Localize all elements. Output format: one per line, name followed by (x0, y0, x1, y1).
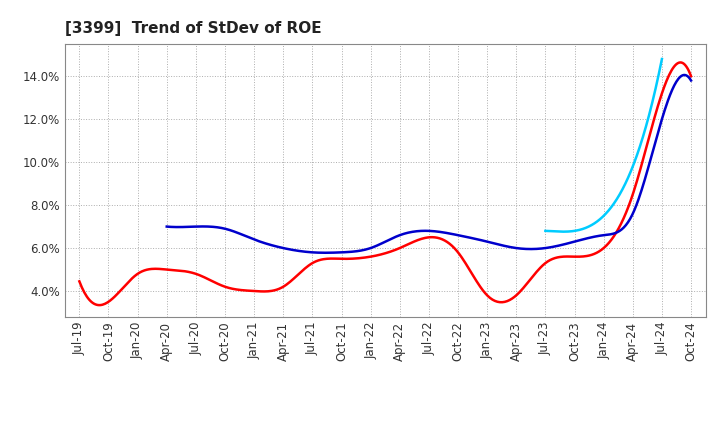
3 Years (687, 73, 696, 79)
7 Years (598, 215, 606, 220)
3 Years (371, 253, 379, 259)
7 Years (541, 228, 550, 234)
7 Years (657, 56, 666, 62)
7 Years (636, 140, 645, 145)
7 Years (559, 229, 567, 235)
3 Years (441, 238, 449, 243)
7 Years (655, 69, 664, 74)
5 Years (415, 228, 424, 234)
7 Years (611, 199, 619, 205)
3 Years (408, 240, 416, 246)
5 Years (680, 72, 689, 77)
7 Years (604, 208, 613, 213)
5 Years (447, 231, 456, 237)
3 Years (75, 279, 84, 284)
5 Years (475, 237, 484, 242)
Line: 5 Years: 5 Years (167, 75, 691, 253)
3 Years (675, 60, 684, 65)
7 Years (597, 216, 606, 221)
3 Years (366, 254, 375, 259)
5 Years (593, 234, 602, 239)
5 Years (413, 229, 421, 234)
3 Years (577, 254, 586, 259)
3 Years (94, 302, 103, 308)
5 Years (675, 75, 684, 80)
Line: 3 Years: 3 Years (79, 62, 691, 305)
5 Years (687, 78, 696, 83)
5 Years (321, 250, 330, 255)
5 Years (163, 224, 171, 229)
3 Years (673, 61, 682, 66)
Text: [3399]  Trend of StDev of ROE: [3399] Trend of StDev of ROE (65, 21, 321, 36)
Line: 7 Years: 7 Years (546, 59, 662, 232)
